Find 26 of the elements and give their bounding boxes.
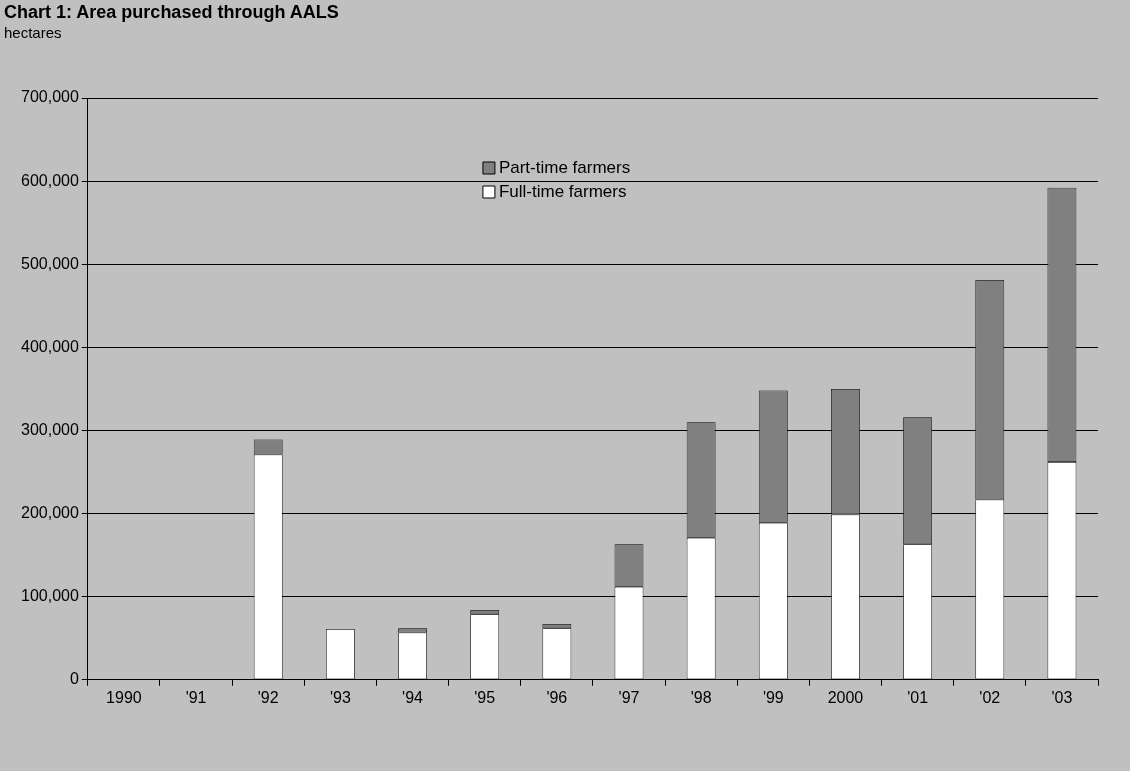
y-tick-label: 300,000: [20, 420, 79, 438]
legend-label: Part-time farmers: [498, 157, 631, 177]
chart-title: Chart 1: Area purchased through AALS: [4, 2, 339, 23]
x-tick-label: '91: [185, 688, 207, 706]
x-tick-label: '97: [618, 688, 640, 706]
legend-label: Full-time farmers: [498, 181, 627, 201]
x-tick-label: '02: [979, 688, 1001, 706]
y-tick-label: 400,000: [20, 337, 79, 355]
y-tick-label: 600,000: [20, 171, 79, 189]
y-tick-label: 100,000: [20, 587, 79, 605]
x-tick-label: '94: [402, 688, 424, 706]
x-tick-label: '92: [257, 688, 279, 706]
x-tick-label: 2000: [827, 688, 864, 706]
y-tick-label: 500,000: [20, 254, 79, 272]
x-tick-label: '01: [907, 688, 929, 706]
y-axis-title: hectares: [4, 24, 62, 41]
x-tick-label: '95: [474, 688, 496, 706]
x-tick-label: '98: [690, 688, 712, 706]
x-tick-label: '96: [546, 688, 568, 706]
x-tick-label: 1990: [106, 688, 142, 706]
x-tick-label: '93: [329, 688, 351, 706]
y-tick-label: 0: [69, 670, 79, 688]
x-tick-label: '99: [762, 688, 784, 706]
x-tick-label: '03: [1051, 688, 1073, 706]
y-tick-label: 700,000: [20, 88, 79, 106]
y-tick-label: 200,000: [20, 503, 79, 521]
